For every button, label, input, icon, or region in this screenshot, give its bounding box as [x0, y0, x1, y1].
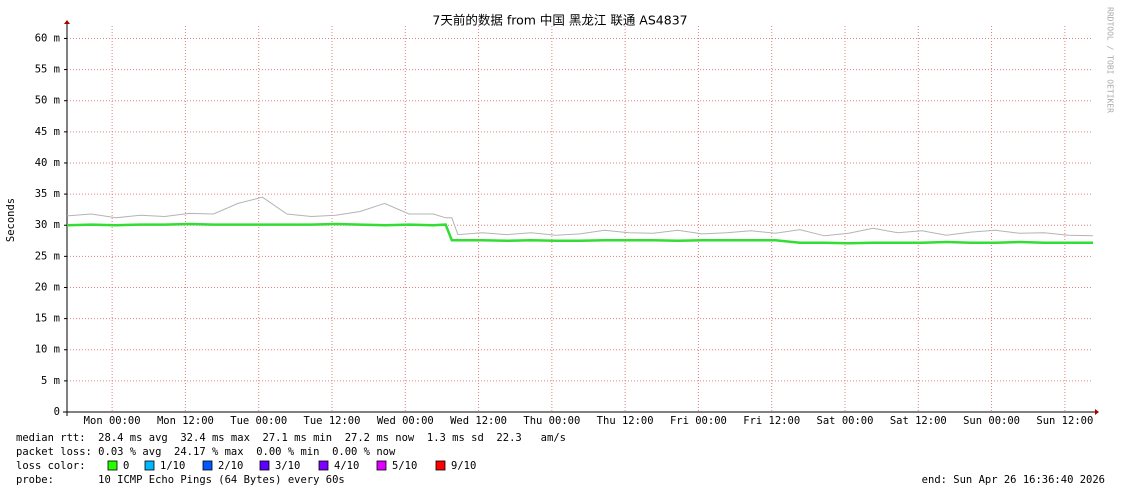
y-tick-label: 55 m	[35, 64, 60, 76]
x-tick-label: Mon 12:00	[157, 415, 214, 427]
y-tick-label: 35 m	[35, 188, 60, 200]
y-tick-label: 15 m	[35, 313, 60, 325]
x-tick-label: Sat 00:00	[817, 415, 874, 427]
x-axis-arrow	[1095, 409, 1099, 415]
x-tick-label: Tue 12:00	[304, 415, 361, 427]
legend-swatch	[259, 460, 270, 471]
y-tick-label: 0	[54, 406, 60, 418]
y-tick-label: 60 m	[35, 32, 60, 44]
watermark: RRDTOOL / TOBI OETIKER	[1106, 7, 1115, 113]
legend-label: 2/10	[218, 460, 243, 472]
legend-swatch	[144, 460, 155, 471]
x-tick-label: Sun 12:00	[1036, 415, 1093, 427]
y-tick-label: 30 m	[35, 219, 60, 231]
y-axis-label: Seconds	[5, 198, 17, 242]
stats-line: packet loss: 0.03 % avg 24.17 % max 0.00…	[16, 446, 396, 458]
x-tick-label: Wed 00:00	[377, 415, 434, 427]
legend-label: 5/10	[392, 460, 417, 472]
end-time: end: Sun Apr 26 16:36:40 2026	[922, 474, 1105, 486]
legend-swatch	[435, 460, 446, 471]
y-tick-label: 45 m	[35, 126, 60, 138]
legend-label: 4/10	[334, 460, 359, 472]
x-tick-label: Fri 12:00	[743, 415, 800, 427]
legend-swatch	[318, 460, 329, 471]
x-tick-label: Tue 00:00	[230, 415, 287, 427]
stats-line: median rtt: 28.4 ms avg 32.4 ms max 27.1…	[16, 432, 566, 444]
legend-swatch	[376, 460, 387, 471]
series-line	[66, 222, 1093, 245]
y-tick-label: 25 m	[35, 250, 60, 262]
probe-info: probe: 10 ICMP Echo Pings (64 Bytes) eve…	[16, 474, 345, 486]
x-tick-label: Sat 12:00	[890, 415, 947, 427]
x-tick-label: Thu 12:00	[597, 415, 654, 427]
x-tick-label: Fri 00:00	[670, 415, 727, 427]
series-line	[66, 196, 1094, 237]
x-tick-label: Mon 00:00	[84, 415, 141, 427]
y-tick-label: 5 m	[41, 375, 60, 387]
x-tick-label: Thu 00:00	[523, 415, 580, 427]
legend-swatch	[202, 460, 213, 471]
legend-label: 9/10	[451, 460, 476, 472]
x-tick-label: Wed 12:00	[450, 415, 507, 427]
y-tick-label: 10 m	[35, 344, 60, 356]
y-tick-label: 20 m	[35, 281, 60, 293]
legend-label: 3/10	[275, 460, 300, 472]
y-tick-label: 50 m	[35, 95, 60, 107]
chart-title: 7天前的数据 from 中国 黑龙江 联通 AS4837	[432, 13, 687, 28]
x-tick-label: Sun 00:00	[963, 415, 1020, 427]
legend-swatch	[107, 460, 118, 471]
y-axis-arrow	[64, 20, 70, 24]
loss-title: loss color:	[16, 460, 86, 472]
legend-label: 1/10	[160, 460, 185, 472]
legend-label: 0	[123, 460, 129, 472]
y-tick-label: 40 m	[35, 157, 60, 169]
